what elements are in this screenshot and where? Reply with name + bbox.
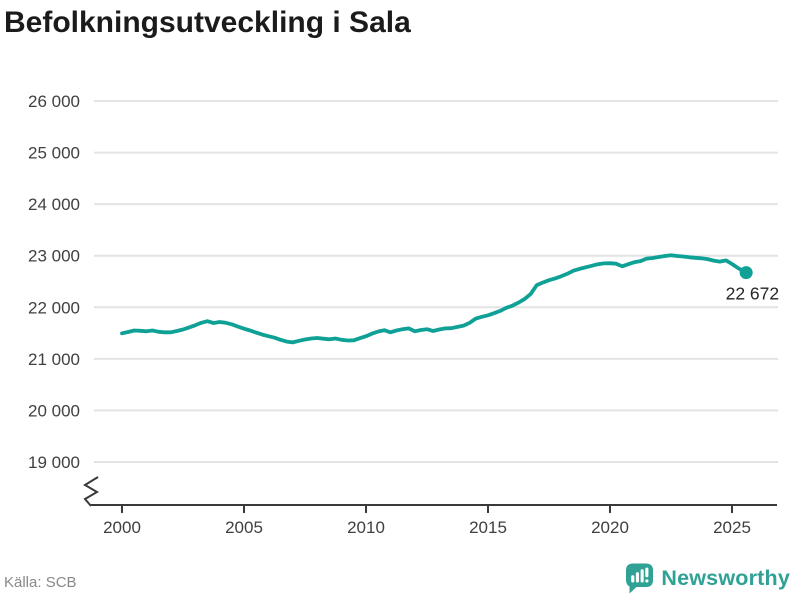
newsworthy-logo[interactable]: Newsworthy [625,563,790,594]
newsworthy-logo-icon [626,563,654,594]
y-tick-label: 23 000 [28,247,80,266]
x-tick-label: 2020 [591,518,629,537]
y-tick-label: 21 000 [28,350,80,369]
y-tick-label: 25 000 [28,144,80,163]
y-tick-label: 24 000 [28,195,80,214]
population-series-line [120,253,749,345]
y-tick-label: 19 000 [28,453,80,472]
x-tick-label: 2010 [347,518,385,537]
x-tick-label: 2025 [713,518,751,537]
y-tick-label: 26 000 [28,92,80,111]
axis-break-icon [83,476,99,507]
end-point-dot [739,266,753,280]
source-label: Källa: SCB [4,574,77,591]
y-tick-label: 22 000 [28,298,80,317]
x-tick-label: 2015 [469,518,507,537]
end-value-label: 22 672 [726,284,780,304]
y-tick-label: 20 000 [28,401,80,420]
x-tick-label: 2000 [103,518,141,537]
x-tick-label: 2005 [225,518,263,537]
newsworthy-wordmark: Newsworthy [661,566,790,590]
chart-title: Befolkningsutveckling i Sala [4,6,411,39]
